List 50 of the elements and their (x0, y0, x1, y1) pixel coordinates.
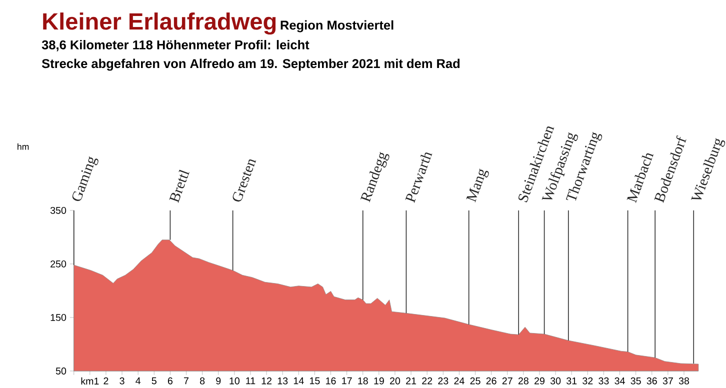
x-tick-label: 16 (326, 378, 336, 384)
x-tick-label: 18 (358, 378, 368, 384)
chart-subtitle: Region Mostviertel (280, 20, 394, 32)
x-tick-label: 28 (518, 378, 528, 384)
x-tick-label: 17 (342, 378, 352, 384)
x-tick-label: 33 (598, 378, 609, 384)
text: Strecke abgefahren von Alfredo am 19. September 2021 mit dem Rad (42, 58, 460, 71)
x-tick-label: 4 (136, 378, 141, 384)
y-tick-label: 250 (50, 260, 66, 268)
x-tick-label: 27 (502, 378, 512, 384)
text: hm (18, 143, 29, 150)
x-tick-label: 5 (152, 378, 156, 384)
x-tick-label: 21 (406, 378, 416, 384)
x-tick-label: 11 (246, 378, 256, 384)
x-tick-label: 24 (454, 378, 464, 384)
x-tick-label: 12 (262, 378, 272, 384)
x-tick-label: 29 (534, 378, 544, 384)
x-tick-label: 6 (168, 378, 173, 384)
x-tick-label: 35 (630, 378, 641, 384)
x-tick-label: 38 (678, 378, 690, 384)
y-tick-label: 150 (50, 314, 66, 322)
x-tick-label: 10 (230, 378, 240, 384)
x-tick-label: 14 (294, 378, 304, 384)
x-tick-label: 9 (216, 378, 221, 384)
y-tick-label: 50 (56, 368, 66, 375)
x-tick-label: 13 (278, 378, 288, 384)
x-tick-label: 7 (184, 378, 188, 384)
x-tick-label: 37 (662, 378, 673, 384)
x-tick-label: 2 (104, 378, 108, 384)
x-tick-label: 3 (120, 378, 124, 384)
x-tick-label: 32 (582, 378, 593, 384)
annotation: Brettl (169, 170, 190, 204)
text: 38,6 Kilometer 118 Höhenmeter Profil: leicht (42, 40, 310, 52)
x-tick-label: km1 (81, 378, 99, 385)
annotation: Mang (466, 168, 489, 203)
x-tick-label: 34 (614, 378, 625, 384)
x-tick-label: 36 (646, 378, 657, 384)
annotation: Gresten (232, 160, 256, 202)
x-tick-label: 30 (550, 378, 561, 384)
x-tick-label: 8 (200, 378, 205, 384)
x-tick-label: 20 (390, 378, 400, 384)
x-tick-label: 19 (374, 378, 384, 384)
x-tick-label: 15 (310, 378, 320, 384)
y-tick-label: 350 (50, 207, 66, 214)
chart-title: Kleiner Erlaufradweg (43, 12, 276, 35)
x-tick-label: 25 (470, 378, 480, 384)
x-tick-label: 23 (438, 378, 448, 384)
x-tick-label: 22 (422, 378, 432, 384)
x-tick-label: 26 (486, 378, 496, 384)
x-tick-label: 31 (566, 378, 577, 384)
